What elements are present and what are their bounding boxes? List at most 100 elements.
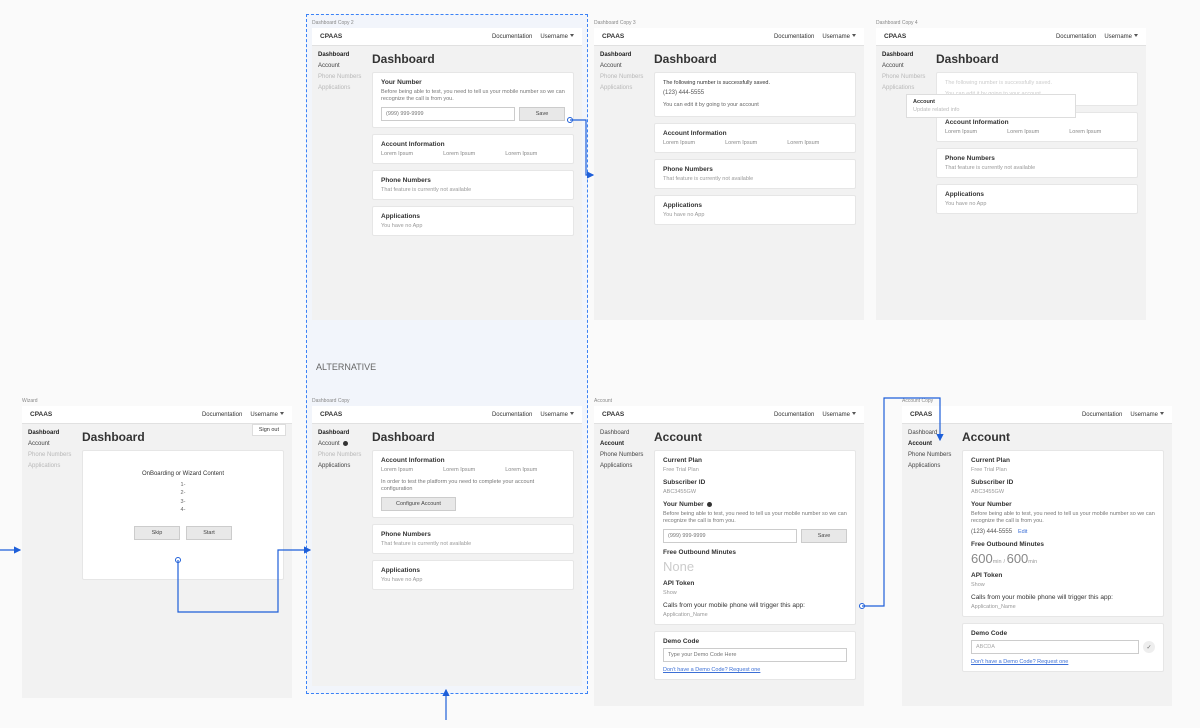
topbar: CPAAS Documentation Username (312, 28, 582, 46)
nav-apps[interactable]: Applications (318, 85, 362, 91)
phone-numbers-card: Phone Numbers That feature is currently … (372, 170, 574, 200)
frame-dashboard-copy-2: Dashboard Copy 2 CPAAS Documentation Use… (312, 28, 582, 320)
save-button[interactable]: Save (801, 529, 847, 543)
nav-account[interactable]: Account (600, 441, 644, 447)
brand: CPAAS (320, 411, 342, 418)
doc-link[interactable]: Documentation (774, 412, 814, 418)
nav-dashboard[interactable]: Dashboard (318, 430, 362, 436)
tooltip-ghost: Account Update related info (906, 94, 1076, 118)
topbar: CPAAS Documentation Username (876, 28, 1146, 46)
username-menu[interactable]: Username (822, 412, 856, 418)
demo-code-input[interactable] (663, 648, 847, 662)
request-demo-link[interactable]: Don't have a Demo Code? Request one (971, 659, 1068, 665)
nav-dashboard[interactable]: Dashboard (600, 430, 644, 436)
api-token-show[interactable]: Show (971, 582, 1155, 588)
doc-link[interactable]: Documentation (1082, 412, 1122, 418)
applications-card: Applications You have no App (372, 560, 574, 590)
demo-code-input[interactable] (971, 640, 1139, 654)
banner-line2: You can edit it by going to your account (663, 101, 847, 109)
nav-apps[interactable]: Applications (882, 85, 926, 91)
username-menu[interactable]: Username (1130, 412, 1164, 418)
request-demo-link[interactable]: Don't have a Demo Code? Request one (663, 667, 760, 673)
page-title: Dashboard (372, 430, 574, 444)
demo-card: Demo Code ✓ Don't have a Demo Code? Requ… (962, 623, 1164, 672)
doc-link[interactable]: Documentation (774, 34, 814, 40)
apps-title: Applications (381, 213, 565, 220)
outbound-minutes: 600min / 600min (971, 551, 1155, 566)
username-menu[interactable]: Username (822, 34, 856, 40)
page-title: Dashboard (654, 52, 856, 66)
username-menu[interactable]: Username (1104, 34, 1138, 40)
success-banner: The following number is successfully sav… (654, 72, 856, 117)
nav-account[interactable]: Account (600, 63, 644, 69)
configure-account-button[interactable]: Configure Account (381, 497, 456, 511)
nav-phone[interactable]: Phone Numbers (28, 452, 72, 458)
skip-button[interactable]: Skip (134, 526, 180, 540)
nav-phone[interactable]: Phone Numbers (908, 452, 952, 458)
doc-link[interactable]: Documentation (1056, 34, 1096, 40)
nav-apps[interactable]: Applications (908, 463, 952, 469)
topbar: CPAAS Documentation Username (22, 406, 292, 424)
brand: CPAAS (602, 33, 624, 40)
nav-apps[interactable]: Applications (28, 463, 72, 469)
nav-dashboard[interactable]: Dashboard (28, 430, 72, 436)
account-info-card: Account Information Lorem IpsumLorem Ips… (372, 134, 574, 164)
frame-account-copy: Account Copy CPAAS Documentation Usernam… (902, 406, 1172, 706)
applications-card: Applications You have no App (372, 206, 574, 236)
nav-phone[interactable]: Phone Numbers (318, 452, 362, 458)
acct-info-title: Account Information (381, 141, 565, 148)
frame-label: Dashboard Copy (312, 398, 350, 404)
sidebar: Dashboard Account Phone Numbers Applicat… (902, 424, 958, 688)
nav-account[interactable]: Account (882, 63, 926, 69)
nav-account[interactable]: Account (318, 441, 362, 447)
config-help: In order to test the platform you need t… (381, 479, 565, 493)
wizard-list: 1- 2- 3- 4- (91, 481, 275, 514)
page-title: Account (654, 430, 856, 444)
edit-link[interactable]: Edit (1018, 529, 1027, 535)
banner-line1: The following number is successfully sav… (663, 79, 847, 87)
phone-input[interactable] (663, 529, 797, 543)
brand: CPAAS (884, 33, 906, 40)
save-button[interactable]: Save (519, 107, 565, 121)
start-button[interactable]: Start (186, 526, 232, 540)
frame-dashboard-copy-3: Dashboard Copy 3 CPAAS Documentation Use… (594, 28, 864, 320)
check-icon: ✓ (1143, 641, 1155, 653)
account-info-card: Account Information Lorem IpsumLorem Ips… (654, 123, 856, 153)
nav-apps[interactable]: Applications (600, 463, 644, 469)
nav-account[interactable]: Account (318, 63, 362, 69)
frame-wizard: Wizard CPAAS Documentation Username Sign… (22, 406, 292, 698)
signout-menu[interactable]: Sign out (252, 424, 286, 436)
nav-dashboard[interactable]: Dashboard (600, 52, 644, 58)
nav-phone[interactable]: Phone Numbers (318, 74, 362, 80)
phone-input[interactable] (381, 107, 515, 121)
nav-apps[interactable]: Applications (600, 85, 644, 91)
sidebar: Dashboard Account Phone Numbers Applicat… (312, 46, 368, 252)
username-menu[interactable]: Username (540, 412, 574, 418)
nav-account[interactable]: Account (28, 441, 72, 447)
api-token-show[interactable]: Show (663, 590, 847, 596)
nav-account[interactable]: Account (908, 441, 952, 447)
doc-link[interactable]: Documentation (492, 412, 532, 418)
username-menu[interactable]: Username (540, 34, 574, 40)
brand: CPAAS (910, 411, 932, 418)
phone-numbers-card: Phone Numbers That feature is currently … (654, 159, 856, 189)
topbar: CPAAS Documentation Username (594, 28, 864, 46)
phone-numbers-card: Phone Numbers That feature is currently … (936, 148, 1138, 178)
alternative-label: ALTERNATIVE (316, 362, 376, 372)
nav-dashboard[interactable]: Dashboard (882, 52, 926, 58)
topbar: CPAAS Documentation Username (902, 406, 1172, 424)
nav-phone[interactable]: Phone Numbers (600, 74, 644, 80)
frame-dashboard-copy-4: Dashboard Copy 4 CPAAS Documentation Use… (876, 28, 1146, 320)
nav-apps[interactable]: Applications (318, 463, 362, 469)
doc-link[interactable]: Documentation (492, 34, 532, 40)
sidebar: Dashboard Account Phone Numbers Applicat… (594, 424, 650, 696)
applications-card: Applications You have no App (936, 184, 1138, 214)
nav-phone[interactable]: Phone Numbers (600, 452, 644, 458)
username-menu[interactable]: Username (250, 412, 284, 418)
nav-dashboard[interactable]: Dashboard (318, 52, 362, 58)
nav-dashboard[interactable]: Dashboard (908, 430, 952, 436)
doc-link[interactable]: Documentation (202, 412, 242, 418)
nav-phone[interactable]: Phone Numbers (882, 74, 926, 80)
brand: CPAAS (602, 411, 624, 418)
your-number-help: Before being able to test, you need to t… (381, 89, 565, 103)
